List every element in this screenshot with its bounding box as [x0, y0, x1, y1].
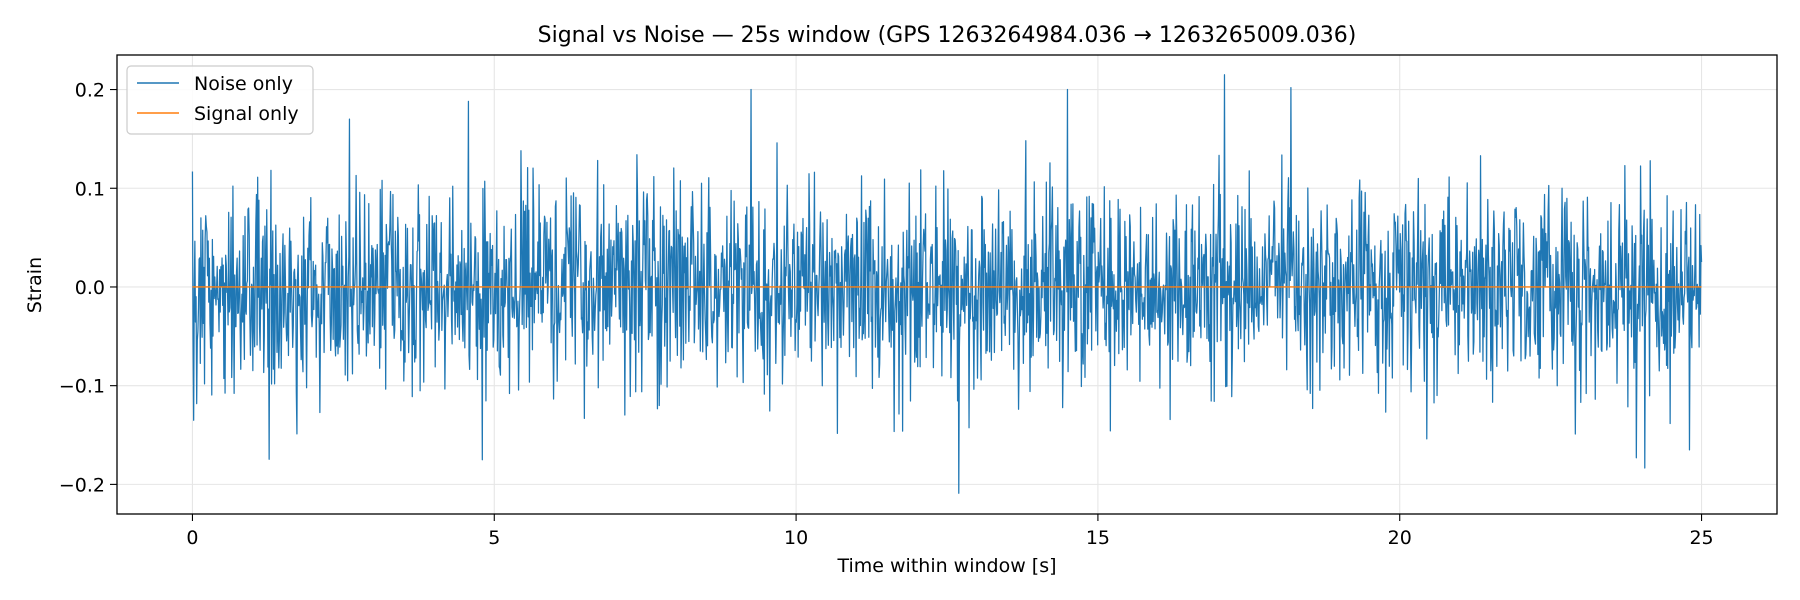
series-line-noise [191, 74, 1703, 494]
x-tick-label: 20 [1388, 527, 1412, 549]
y-tick-label: −0.1 [59, 376, 105, 398]
x-tick-label: 15 [1086, 527, 1110, 549]
y-axis-label: Strain [24, 257, 46, 313]
plot-area-frame [116, 54, 1778, 515]
x-tick-label: 10 [784, 527, 808, 549]
x-axis-label: Time within window [s] [836, 555, 1056, 577]
x-tick-label: 25 [1689, 527, 1713, 549]
y-tick-label: −0.2 [59, 474, 105, 496]
y-tick-label: 0.0 [75, 277, 105, 299]
ticks-layer: 0 5 10 15 20 25 −0.2 −0.1 0.0 0.1 0.2 [59, 80, 1714, 549]
y-tick-label: 0.1 [75, 178, 105, 200]
chart-title: Signal vs Noise — 25s window (GPS 126326… [538, 23, 1357, 48]
x-tick-label: 0 [186, 527, 198, 549]
x-tick-label: 5 [488, 527, 500, 549]
legend-label-signal: Signal only [194, 103, 299, 125]
legend-label-noise: Noise only [194, 73, 293, 95]
y-tick-label: 0.2 [75, 80, 105, 102]
legend: Noise only Signal only [126, 65, 314, 135]
series-layer [191, 74, 1703, 494]
